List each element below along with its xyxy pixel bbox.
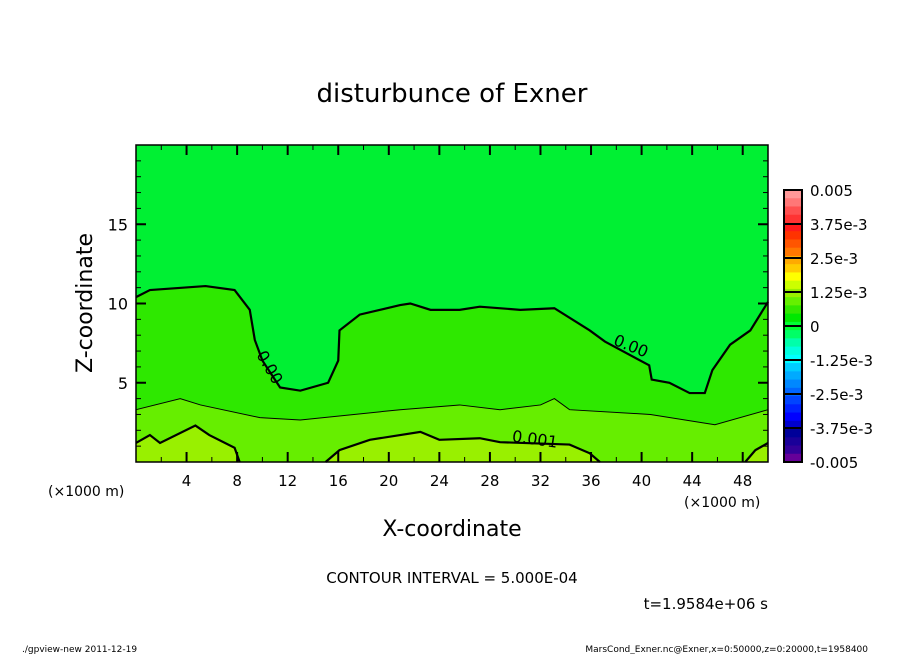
colorbar-swatch (784, 379, 802, 389)
contour-line (135, 424, 241, 463)
time-label: t=1.9584e+06 s (644, 595, 769, 613)
contour-line (324, 430, 601, 463)
y-tick-label: 10 (108, 295, 128, 314)
colorbar-swatch (784, 214, 802, 224)
x-tick-label: 8 (232, 472, 242, 490)
colorbar-swatch (784, 239, 802, 249)
colorbar-swatch (784, 297, 802, 306)
y-tick-label: 15 (108, 215, 128, 234)
band-5e-4-to-1e-3 (136, 398, 768, 462)
colorbar-swatch (784, 387, 802, 397)
band-above-1e-3 (325, 431, 600, 462)
colorbar-swatch (784, 222, 802, 232)
colorbar-swatch (784, 338, 802, 348)
x-tick-label: 16 (329, 472, 348, 490)
colorbar-label: -2.5e-3 (810, 386, 863, 404)
y-tick-label: 5 (118, 374, 128, 393)
colorbar-label: 1.25e-3 (810, 284, 868, 302)
colorbar: 0.005 3.75e-3 2.5e-3 1.25e-3 0 -1.25e-3 -2.5e-… (783, 182, 873, 472)
colorbar-swatch (784, 453, 802, 463)
x-unit-left: (×1000 m) (48, 484, 124, 500)
colorbar-swatch (784, 437, 802, 447)
colorbar-swatch (784, 255, 802, 265)
colorbar-swatch (784, 264, 802, 273)
band-above-1e-3 (745, 442, 768, 462)
colorbar-label: 0.005 (810, 182, 853, 200)
colorbar-swatch (784, 288, 802, 298)
colorbar-label: 0 (810, 318, 820, 336)
colorbar-frame (783, 189, 803, 463)
colorbar-swatch (784, 206, 802, 216)
colorbar-swatch (784, 363, 802, 372)
colorbar-swatch (784, 429, 802, 438)
x-tick-label: 40 (632, 472, 651, 490)
plot-area: 0.000.000.001 (135, 145, 769, 463)
chart-title: disturbunce of Exner (317, 79, 588, 109)
colorbar-swatch (784, 412, 802, 422)
x-tick-label: 4 (182, 472, 192, 490)
colorbar-swatch (784, 247, 802, 257)
y-axis-label: Z-coordinate (73, 233, 98, 373)
colorbar-swatch (784, 190, 802, 199)
x-tick-label: 44 (683, 472, 702, 490)
contour-line (744, 442, 769, 463)
contour-interval: CONTOUR INTERVAL = 5.000E-04 (326, 569, 577, 587)
colorbar-swatch (784, 198, 802, 207)
x-tick-label: 48 (733, 472, 752, 490)
colorbar-label: 2.5e-3 (810, 250, 858, 268)
colorbar-label: 3.75e-3 (810, 216, 868, 234)
colorbar-swatch (784, 231, 802, 240)
colorbar-label: -3.75e-3 (810, 420, 873, 438)
contour-line (135, 284, 769, 395)
colorbar-label: -0.005 (810, 454, 858, 472)
colorbar-swatch (784, 404, 802, 414)
contour-line (135, 398, 769, 426)
colorbar-swatch (784, 330, 802, 339)
x-tick-label: 24 (430, 472, 449, 490)
x-tick-label: 28 (480, 472, 499, 490)
x-tick-label: 12 (278, 472, 297, 490)
colorbar-swatch (784, 371, 802, 381)
x-axis-label: X-coordinate (382, 517, 521, 542)
footer-right: MarsCond_Exner.nc@Exner,x=0:50000,z=0:20… (585, 645, 868, 654)
footer-left: ./gpview-new 2011-12-19 (22, 645, 137, 654)
colorbar-swatch (784, 313, 802, 323)
colorbar-swatch (784, 420, 802, 430)
x-tick-label: 36 (581, 472, 600, 490)
colorbar-swatch (784, 346, 802, 356)
x-tick-label: 32 (531, 472, 550, 490)
colorbar-label: -1.25e-3 (810, 352, 873, 370)
colorbar-swatch (784, 280, 802, 290)
colorbar-swatch (784, 445, 802, 455)
x-tick-label: 20 (379, 472, 398, 490)
band-above-1e-3 (136, 425, 240, 462)
x-unit-right: (×1000 m) (684, 495, 760, 511)
colorbar-swatch (784, 305, 802, 315)
colorbar-swatch (784, 272, 802, 282)
colorbar-swatch (784, 396, 802, 405)
